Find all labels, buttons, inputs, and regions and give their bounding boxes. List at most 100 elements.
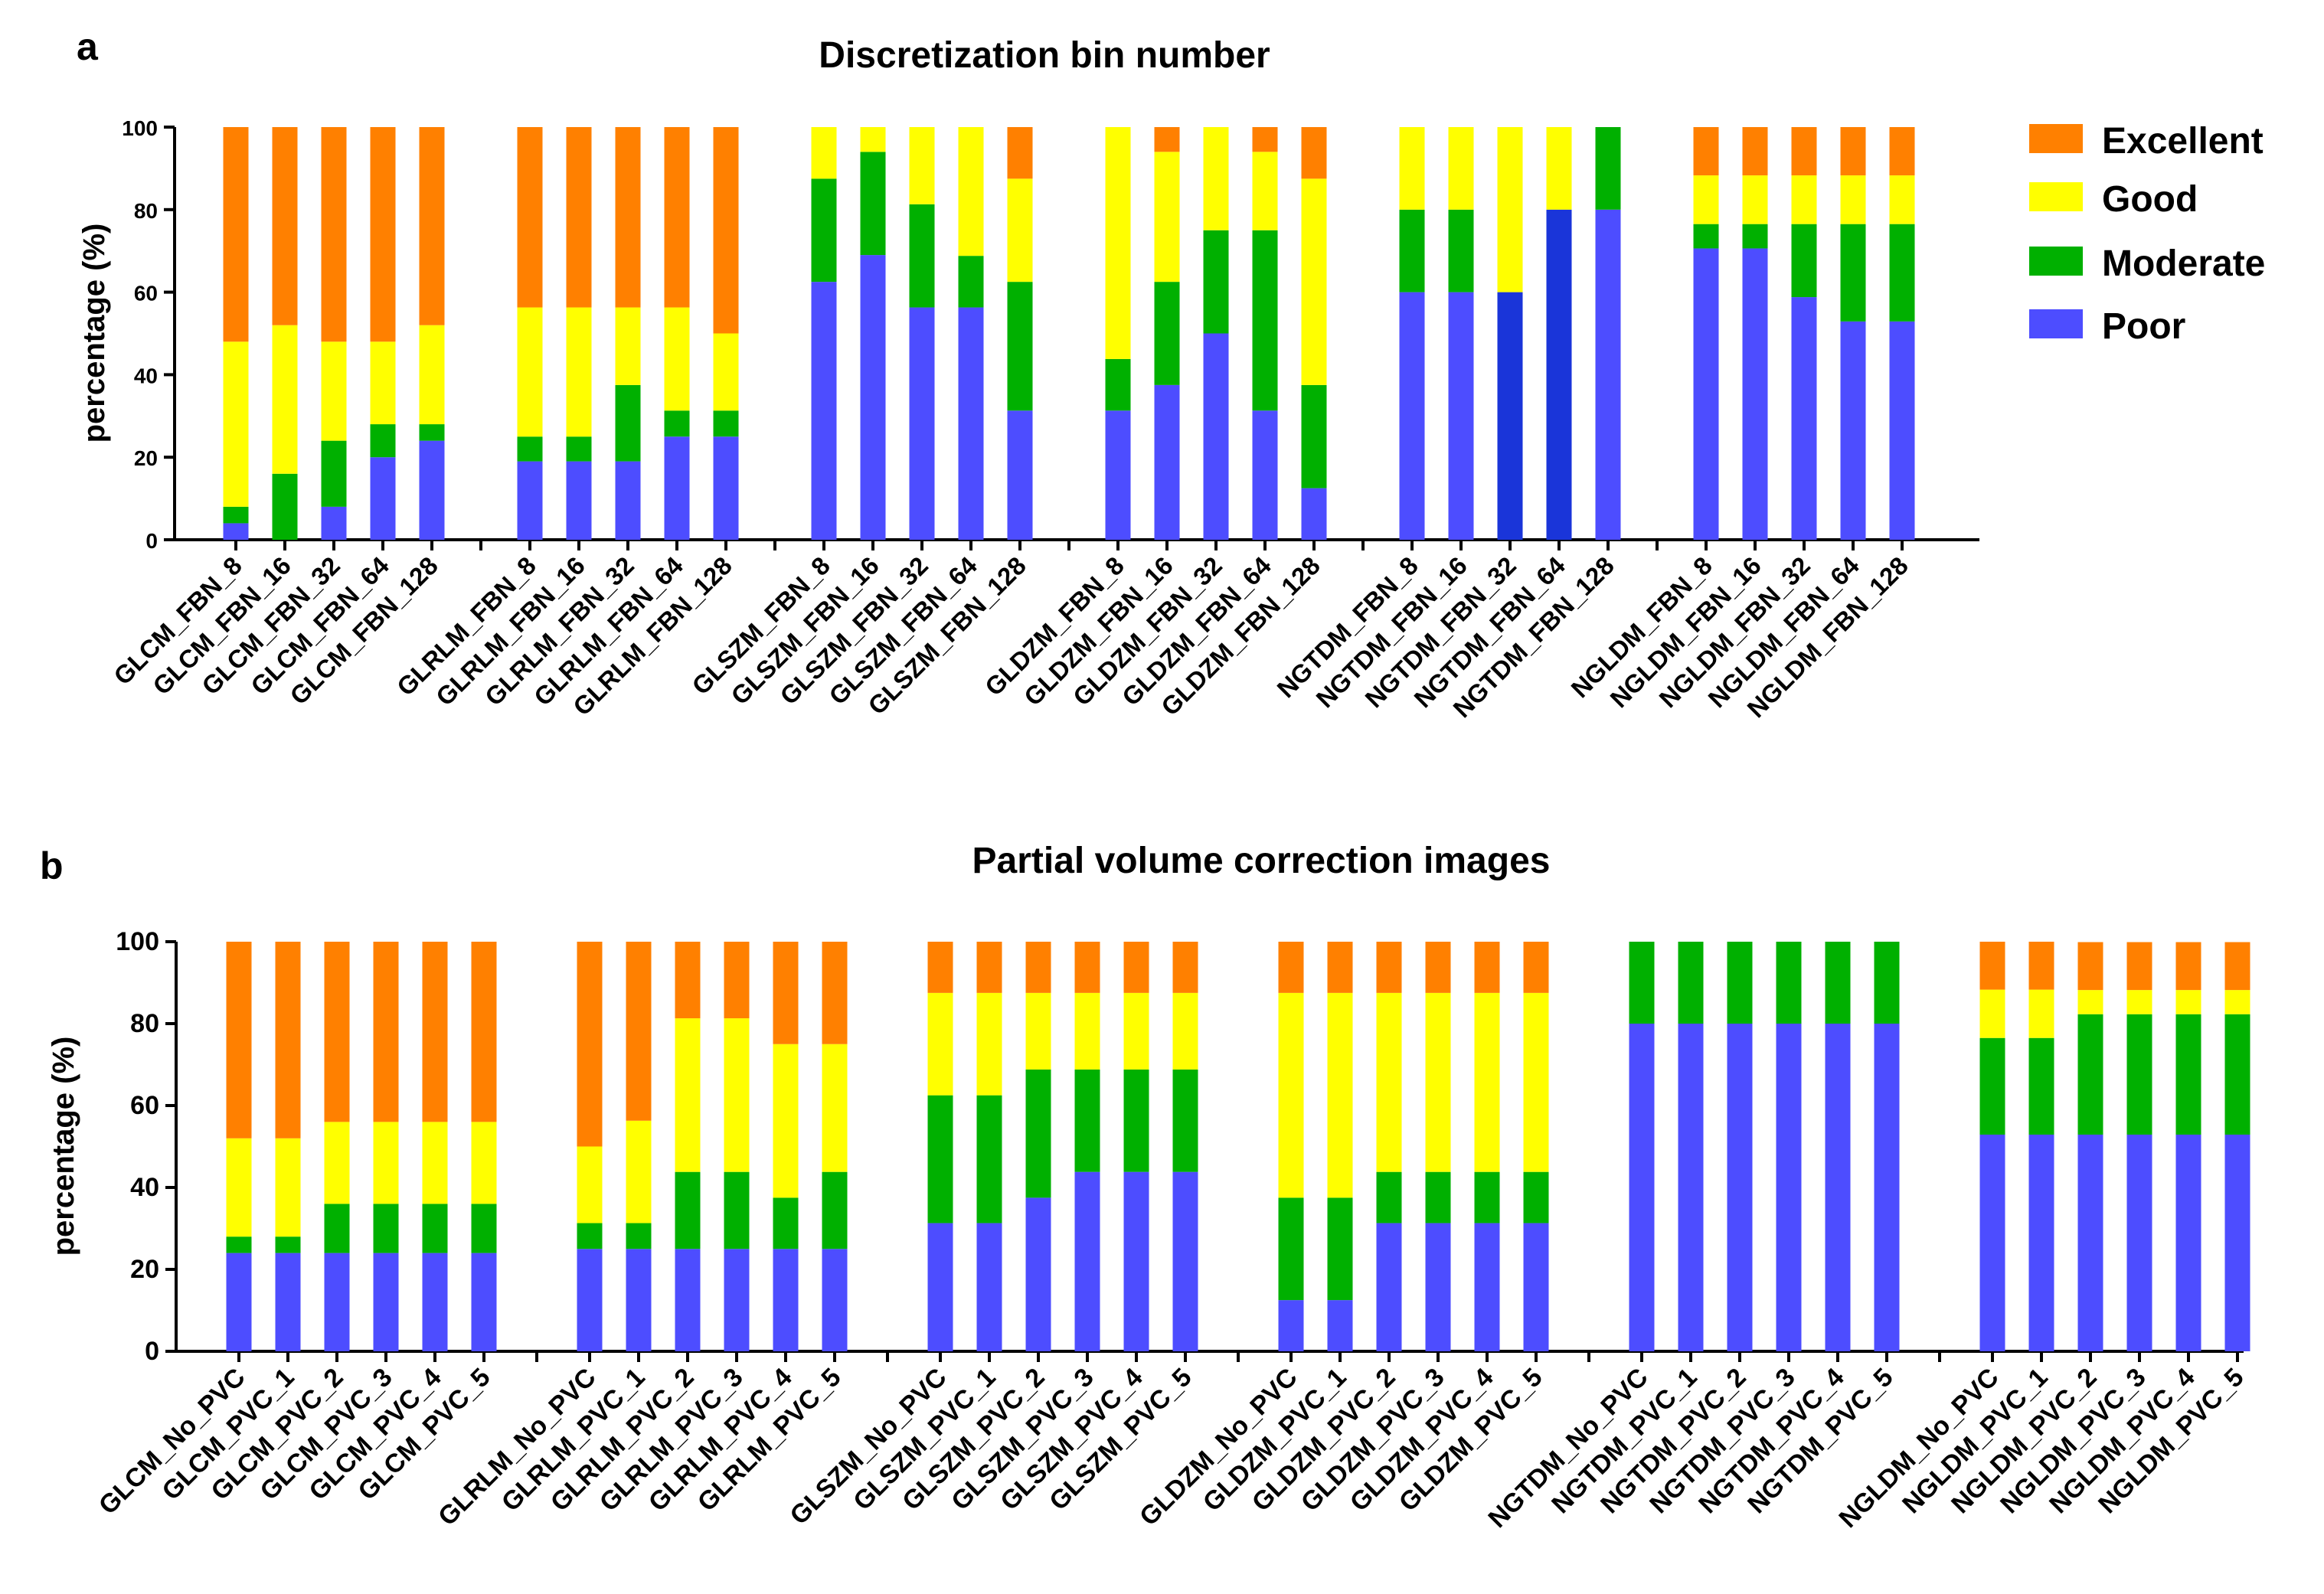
bar-segment-poor: [577, 1249, 603, 1351]
bar-segment-moderate: [626, 1223, 652, 1249]
bar-segment-moderate: [1874, 942, 1900, 1024]
panel-b-plot: 020406080100GLCM_No_PVCGLCM_PVC_1GLCM_PV…: [93, 927, 2250, 1534]
bar-segment-poor: [226, 1253, 252, 1351]
bar-segment-excellent: [2028, 942, 2054, 990]
bar-segment-moderate: [1252, 230, 1278, 411]
bar-segment-excellent: [577, 942, 603, 1147]
bar-segment-poor: [664, 436, 690, 540]
legend: Excellent Good Moderate Poor: [2029, 121, 2265, 347]
bar-segment-good: [1327, 992, 1353, 1198]
bar-segment-excellent: [664, 127, 690, 308]
bar-segment-poor: [1791, 297, 1817, 540]
bar-segment-poor: [811, 282, 837, 540]
bar-segment-good: [1376, 992, 1402, 1172]
bar-segment-poor: [822, 1249, 848, 1351]
bar-segment-excellent: [471, 942, 497, 1122]
bar-segment-moderate: [272, 473, 298, 540]
bar-segment-poor: [1825, 1024, 1851, 1351]
y-tick-label: 0: [145, 529, 158, 553]
bar-segment-excellent: [1074, 942, 1100, 993]
bar-segment-poor: [2175, 1134, 2201, 1351]
bar-segment-excellent: [1172, 942, 1198, 993]
bar-segment-good: [1123, 992, 1149, 1070]
bar-segment-good: [1074, 992, 1100, 1070]
bar-segment-excellent: [2224, 942, 2250, 991]
legend-label-poor: Poor: [2102, 306, 2185, 347]
legend-swatch-good: [2029, 182, 2083, 211]
bar-segment-moderate: [471, 1204, 497, 1253]
bar-segment-good: [1546, 127, 1572, 210]
bar-segment-excellent: [626, 942, 652, 1121]
bar-segment-poor: [1154, 384, 1180, 540]
bar-segment-good: [1203, 127, 1229, 230]
y-tick-label: 100: [116, 927, 159, 956]
bar-segment-moderate: [664, 410, 690, 437]
bar-segment-moderate: [1327, 1197, 1353, 1301]
bar-segment-excellent: [1474, 942, 1500, 993]
bar-segment-moderate: [1074, 1069, 1100, 1172]
bar-segment-good: [2224, 990, 2250, 1014]
legend-label-good: Good: [2102, 179, 2198, 220]
y-tick-label: 60: [134, 282, 158, 305]
bar-segment-good: [1154, 152, 1180, 283]
y-tick-label: 80: [130, 1009, 159, 1038]
bar-segment-excellent: [2077, 942, 2103, 991]
bar-segment-moderate: [2224, 1014, 2250, 1135]
bar-segment-moderate: [1154, 282, 1180, 385]
bar-segment-moderate: [1448, 209, 1474, 292]
legend-swatch-excellent: [2029, 124, 2083, 153]
bar-segment-excellent: [713, 127, 739, 334]
bar-segment-excellent: [1154, 127, 1180, 152]
bar-segment-poor: [1376, 1223, 1402, 1351]
bar-segment-good: [1497, 127, 1523, 292]
bar-segment-poor: [275, 1253, 301, 1351]
bar-segment-good: [1025, 992, 1051, 1070]
y-tick-label: 60: [130, 1091, 159, 1120]
legend-label-excellent: Excellent: [2102, 121, 2264, 162]
bar-segment-poor: [1123, 1171, 1149, 1351]
bar-segment-moderate: [860, 152, 886, 256]
bar-segment-poor: [1979, 1134, 2005, 1351]
bar-segment-poor: [422, 1253, 448, 1351]
y-tick-label: 100: [122, 116, 158, 140]
bar-segment-poor: [1776, 1024, 1802, 1351]
bar-segment-poor: [1025, 1197, 1051, 1351]
y-tick-label: 20: [130, 1255, 159, 1284]
bar-segment-moderate: [822, 1171, 848, 1249]
bar-segment-moderate: [2126, 1014, 2152, 1135]
bar-segment-excellent: [324, 942, 350, 1122]
bar-segment-poor: [860, 255, 886, 540]
bar-segment-moderate: [1523, 1171, 1549, 1223]
bar-segment-moderate: [1172, 1069, 1198, 1172]
bar-segment-excellent: [226, 942, 252, 1138]
bar-segment-poor: [1678, 1024, 1704, 1351]
legend-swatch-poor: [2029, 309, 2083, 338]
bar-segment-moderate: [1376, 1171, 1402, 1223]
bar-segment-excellent: [566, 127, 592, 308]
bar-segment-good: [566, 307, 592, 437]
bar-segment-excellent: [773, 942, 799, 1044]
bar-segment-moderate: [517, 436, 543, 462]
bar-segment-poor: [1629, 1024, 1655, 1351]
bar-segment-good: [909, 127, 935, 204]
bar-segment-poor: [566, 461, 592, 540]
bar-segment-excellent: [1523, 942, 1549, 993]
bar-segment-good: [1172, 992, 1198, 1070]
bar-segment-moderate: [1840, 224, 1866, 322]
bar-segment-poor: [1474, 1223, 1500, 1351]
bar-segment-good: [664, 307, 690, 411]
bar-segment-moderate: [675, 1171, 701, 1249]
bar-segment-poor: [324, 1253, 350, 1351]
bar-segment-good: [958, 127, 984, 256]
bar-segment-good: [2028, 989, 2054, 1038]
bar-segment-poor: [373, 1253, 399, 1351]
panel-a-letter: a: [77, 25, 99, 68]
bar-segment-good: [1399, 127, 1425, 210]
bar-segment-good: [713, 333, 739, 411]
bar-segment-moderate: [1979, 1037, 2005, 1135]
bar-segment-good: [471, 1122, 497, 1204]
bar-segment-poor: [1742, 248, 1768, 540]
panel-a-title: Discretization bin number: [819, 35, 1270, 76]
bar-segment-excellent: [419, 127, 445, 325]
bar-segment-good: [626, 1120, 652, 1223]
